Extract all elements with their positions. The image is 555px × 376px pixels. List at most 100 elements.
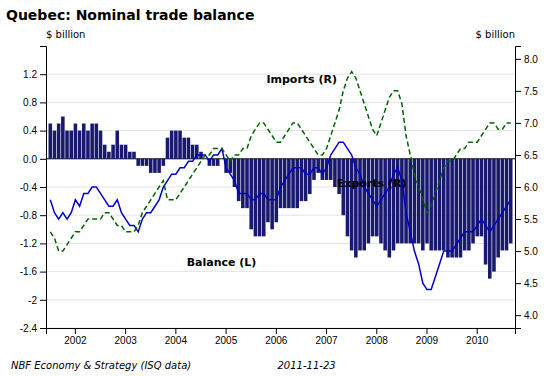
grid-line: [46, 102, 515, 103]
bar: [53, 131, 57, 159]
tick: 2003: [115, 328, 138, 346]
bar: [191, 145, 195, 159]
footnote: 2011-11-23: [278, 360, 336, 371]
bar: [308, 159, 312, 194]
tick-mark: [40, 159, 46, 160]
bar: [166, 138, 170, 159]
tick: 8.0: [515, 54, 538, 65]
axis-line: [40, 47, 47, 329]
bar: [212, 159, 216, 166]
bar: [304, 159, 308, 201]
bar: [492, 159, 496, 272]
bar: [484, 159, 488, 265]
bar: [354, 159, 358, 258]
bar: [49, 124, 53, 159]
bar: [90, 124, 94, 159]
tick: -0.8: [20, 210, 46, 221]
tick-label: 1.2: [23, 69, 37, 80]
tick-mark: [40, 74, 46, 75]
tick: 0.4: [23, 125, 46, 136]
tick-label: -1.6: [20, 266, 38, 277]
tick: 2005: [215, 328, 238, 346]
tick-label: 2009: [416, 335, 439, 346]
bar: [237, 159, 241, 201]
bar: [145, 159, 149, 166]
series-label: Exports (R): [337, 177, 407, 190]
tick-mark: [276, 328, 277, 334]
bar: [321, 159, 325, 180]
bar: [103, 145, 107, 159]
bar: [400, 159, 404, 244]
bar: [170, 131, 174, 159]
tick: 2006: [265, 328, 288, 346]
tick-mark: [515, 187, 521, 188]
bar: [65, 131, 69, 159]
tick-mark: [376, 328, 377, 334]
tick: 6.0: [515, 182, 538, 193]
bar: [413, 159, 417, 244]
bar: [174, 131, 178, 159]
y-axis: -2.4-2-1.6-1.2-0.8-0.40.00.40.81.2: [20, 47, 47, 334]
tick-mark: [515, 315, 521, 316]
bar: [78, 131, 82, 159]
bar: [216, 159, 220, 166]
bar: [467, 159, 471, 251]
grid: [46, 74, 515, 328]
tick-label: 5.0: [524, 246, 538, 257]
tick-mark: [515, 251, 521, 252]
tick: -2.4: [20, 323, 46, 334]
bar: [275, 159, 279, 222]
tick: 5.0: [515, 246, 538, 257]
axis-title: $ billion: [46, 29, 85, 40]
tick-mark: [515, 59, 521, 60]
tick: 0.8: [23, 97, 46, 108]
tick-label: 5.5: [524, 214, 538, 225]
tick-label: 7.5: [524, 86, 538, 97]
plot-area: [49, 72, 513, 290]
bar: [249, 159, 253, 230]
tick-mark: [40, 215, 46, 216]
footnote: NBF Economy & Strategy (ISQ data): [11, 360, 191, 371]
bar: [480, 159, 484, 237]
bar: [388, 159, 392, 258]
tick-mark: [515, 155, 521, 156]
bar: [463, 159, 467, 251]
tick: 2008: [366, 328, 389, 346]
tick-label: -2: [28, 295, 37, 306]
grid-line: [46, 299, 515, 300]
tick-label: 2004: [165, 335, 188, 346]
bar: [501, 159, 505, 251]
bar: [446, 159, 450, 258]
bar: [69, 131, 73, 159]
tick: 2007: [315, 328, 338, 346]
bar: [157, 159, 161, 173]
tick-label: 2006: [265, 335, 288, 346]
tick-label: 8.0: [524, 54, 538, 65]
tick-label: 2005: [215, 335, 238, 346]
tick-mark: [40, 243, 46, 244]
tick: 4.0: [515, 310, 538, 321]
tick-mark: [75, 328, 76, 334]
bar: [153, 159, 157, 173]
bar: [488, 159, 492, 279]
tick-label: 4.0: [524, 310, 538, 321]
bar: [270, 159, 274, 230]
bar: [459, 159, 463, 258]
bar: [329, 159, 333, 180]
tick: 7.0: [515, 118, 538, 129]
tick: 6.5: [515, 150, 538, 161]
bar: [162, 159, 166, 166]
bar: [187, 138, 191, 159]
tick: -0.4: [20, 182, 46, 193]
axis-line: [47, 329, 516, 335]
line: [50, 72, 510, 251]
tick: 2004: [165, 328, 188, 346]
bar: [111, 145, 115, 159]
bar: [300, 159, 304, 201]
series-label: Balance (L): [187, 256, 257, 269]
bar: [128, 152, 132, 159]
tick: 2002: [64, 328, 87, 346]
tick: 5.5: [515, 214, 538, 225]
tick-label: -2.4: [20, 323, 38, 334]
tick-mark: [477, 328, 478, 334]
